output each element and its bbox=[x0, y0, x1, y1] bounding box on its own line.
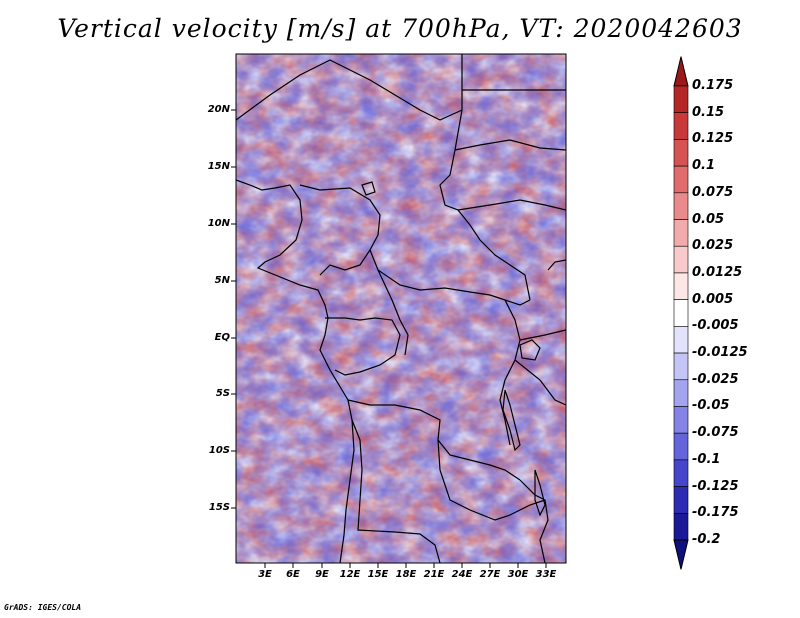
nile-east-border bbox=[547, 259, 566, 271]
colorbar-swatch bbox=[673, 245, 689, 274]
lat-label: 20N bbox=[207, 104, 230, 115]
colorbar-swatch bbox=[673, 379, 689, 407]
lon-label: 27E bbox=[479, 569, 501, 580]
colorbar-swatch bbox=[673, 299, 689, 327]
lake-malawi bbox=[534, 469, 546, 517]
colorbar-level-label: -0.075 bbox=[692, 425, 739, 441]
colorbar-swatch bbox=[673, 219, 689, 247]
colorbar-swatch bbox=[673, 85, 689, 114]
colorbar-level-label: 0.025 bbox=[692, 238, 734, 254]
lon-label: 24E bbox=[451, 569, 473, 580]
lat-label: EQ bbox=[214, 332, 230, 343]
border-mozambique bbox=[519, 479, 549, 563]
colorbar-swatch bbox=[673, 352, 689, 381]
field-layer bbox=[236, 54, 566, 563]
border-sudan bbox=[454, 139, 566, 151]
colorbar-bottom-arrow bbox=[673, 539, 689, 570]
border-nigeria bbox=[299, 184, 381, 276]
border-tanzania bbox=[514, 359, 566, 406]
colorbar-swatch bbox=[673, 459, 689, 487]
colorbar-swatch bbox=[673, 432, 689, 461]
lon-label: 15E bbox=[367, 569, 389, 580]
colorbar-level-label: 0.075 bbox=[692, 184, 734, 200]
colorbar-level-label: -0.025 bbox=[692, 371, 739, 387]
colorbar-level-label: 0.175 bbox=[692, 78, 734, 93]
lat-label: 15S bbox=[208, 502, 230, 513]
border-zambia bbox=[437, 439, 546, 521]
colorbar-level-label: -0.2 bbox=[692, 532, 721, 547]
lon-label: 3E bbox=[258, 569, 272, 580]
colorbar-level-label: 0.125 bbox=[692, 131, 734, 147]
border-nw bbox=[236, 54, 463, 121]
border-ethiopia bbox=[457, 199, 566, 211]
colorbar-swatch bbox=[673, 272, 689, 300]
colorbar-top-arrow bbox=[673, 56, 689, 87]
colorbar-level-label: -0.005 bbox=[692, 318, 739, 334]
border-angola bbox=[351, 419, 441, 563]
lat-label: 10N bbox=[207, 218, 230, 229]
lon-ticks bbox=[264, 563, 547, 568]
colorbar-level-label: -0.175 bbox=[692, 505, 739, 521]
coastline-west bbox=[236, 179, 355, 563]
colorbar-swatch bbox=[673, 112, 689, 140]
colorbar-level-label: -0.0125 bbox=[692, 345, 748, 361]
lon-label: 18E bbox=[395, 569, 417, 580]
lake-chad bbox=[361, 181, 376, 196]
lat-label: 15N bbox=[207, 161, 230, 172]
colorbar-level-label: -0.05 bbox=[692, 398, 730, 414]
colorbar-level-label: -0.1 bbox=[692, 451, 721, 467]
lat-label: 5N bbox=[214, 275, 230, 286]
colorbar-level-label: 0.05 bbox=[692, 211, 725, 227]
colorbar-swatch bbox=[673, 165, 689, 194]
colorbar-swatch bbox=[673, 326, 689, 354]
lon-label: 6E bbox=[286, 569, 300, 580]
colorbar-swatch bbox=[673, 192, 689, 220]
lon-label: 30E bbox=[507, 569, 529, 580]
colorbar-swatch bbox=[673, 486, 689, 514]
colorbar-level-label: 0.0125 bbox=[692, 264, 743, 280]
colorbar-level-label: 0.15 bbox=[692, 104, 725, 120]
colorbar-swatch bbox=[673, 512, 689, 541]
border-chad bbox=[439, 109, 531, 301]
lon-label: 9E bbox=[315, 569, 329, 580]
lat-ticks bbox=[231, 109, 236, 509]
lon-label: 21E bbox=[423, 569, 445, 580]
lake-victoria bbox=[519, 339, 541, 361]
colorbar-swatch bbox=[673, 139, 689, 167]
border-drc-east bbox=[499, 299, 521, 446]
border-car bbox=[377, 269, 531, 306]
colorbar bbox=[673, 56, 689, 570]
colorbar-swatch bbox=[673, 406, 689, 434]
grads-credit: GrADS: IGES/COLA bbox=[4, 603, 82, 612]
map-title: Vertical velocity [m/s] at 700hPa, VT: 2… bbox=[57, 14, 743, 43]
lake-tanganyika bbox=[502, 389, 521, 452]
lat-label: 5S bbox=[215, 388, 230, 399]
border-congo bbox=[325, 317, 401, 376]
colorbar-level-label: 0.1 bbox=[692, 158, 716, 174]
country-borders bbox=[236, 54, 566, 563]
border-kenya bbox=[519, 329, 566, 341]
lon-label: 12E bbox=[339, 569, 361, 580]
lat-label: 10S bbox=[208, 445, 230, 456]
colorbar-level-label: -0.125 bbox=[692, 478, 739, 494]
lon-label: 33E bbox=[535, 569, 557, 580]
plot-frame bbox=[235, 53, 567, 564]
colorbar-level-label: 0.005 bbox=[692, 291, 734, 307]
